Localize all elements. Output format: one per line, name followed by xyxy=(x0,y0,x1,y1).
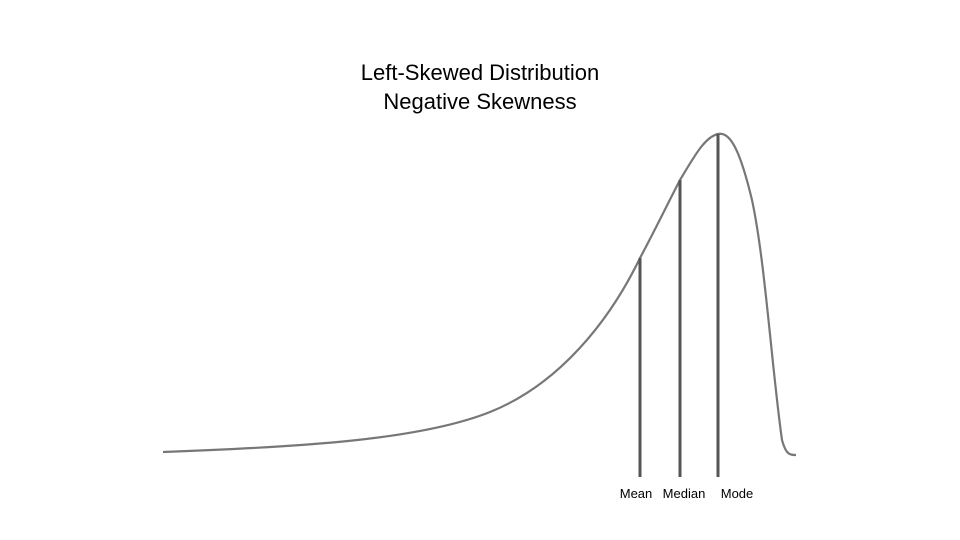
title-block: Left-Skewed Distribution Negative Skewne… xyxy=(0,58,960,116)
mean-label: Mean xyxy=(620,486,653,501)
diagram-subtitle: Negative Skewness xyxy=(383,89,577,114)
mode-label: Mode xyxy=(721,486,754,501)
median-label: Median xyxy=(663,486,706,501)
distribution-curve xyxy=(162,132,797,457)
diagram-title: Left-Skewed Distribution xyxy=(360,60,600,85)
